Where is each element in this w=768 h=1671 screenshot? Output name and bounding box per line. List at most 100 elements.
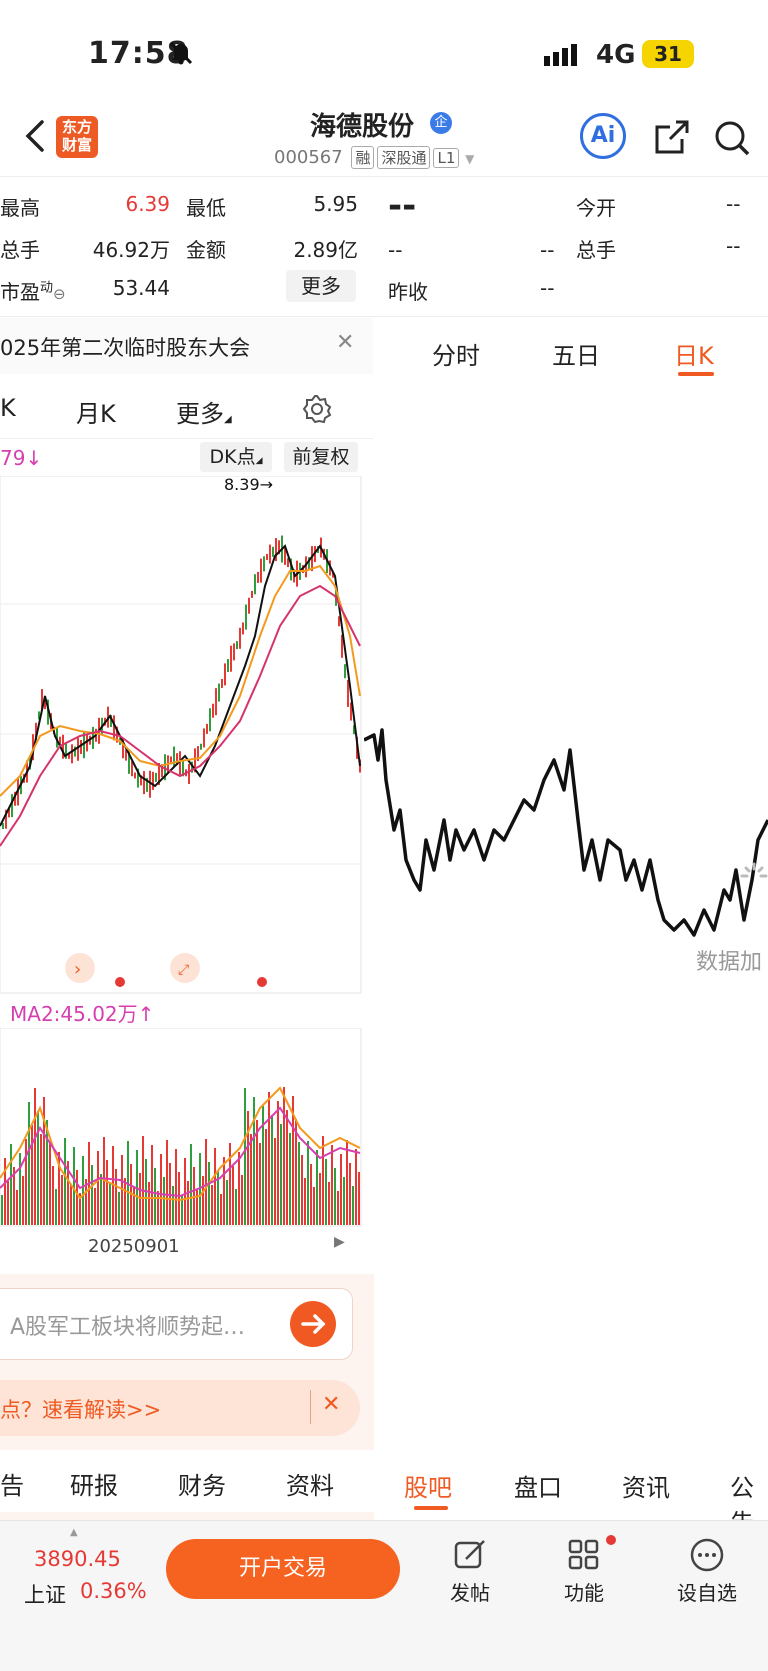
loading-spinner-icon: [740, 862, 768, 890]
adjust-button[interactable]: 前复权: [284, 442, 358, 472]
candle: [35, 722, 37, 740]
candle: [122, 738, 124, 759]
candle: [113, 715, 115, 741]
candle: [254, 574, 256, 595]
volume-bar: [43, 1097, 45, 1225]
edit-icon: [454, 1540, 485, 1569]
post-button[interactable]: 发帖: [440, 1537, 500, 1606]
change-percent: --: [540, 238, 555, 262]
candle: [80, 740, 82, 755]
change-value: --: [388, 238, 403, 262]
share-icon[interactable]: [652, 117, 692, 161]
volume-bar: [91, 1165, 93, 1225]
volume-chart[interactable]: [0, 1027, 362, 1228]
volume-bar: [319, 1173, 321, 1225]
dk-point-button[interactable]: DK点◢: [200, 442, 272, 472]
tab-announcement-left[interactable]: 告: [0, 1472, 24, 1500]
candle: [284, 546, 286, 565]
functions-button[interactable]: 功能: [554, 1537, 614, 1606]
candle: [197, 746, 199, 762]
close-icon[interactable]: ✕: [336, 330, 355, 355]
volume-bar: [7, 1181, 9, 1225]
tab-research[interactable]: 研报: [70, 1472, 118, 1500]
candle: [83, 731, 85, 759]
candle: [149, 770, 151, 798]
volume-bar: [166, 1140, 168, 1225]
search-go-button[interactable]: [290, 1301, 336, 1347]
kline-chart[interactable]: 8.39→ › ⤢: [0, 475, 362, 994]
volume-bar: [76, 1170, 78, 1225]
candle: [353, 725, 355, 735]
volume-bar: [82, 1156, 84, 1225]
tab-daily-k[interactable]: 日K: [674, 342, 714, 370]
candle: [224, 663, 226, 686]
tab-order-book[interactable]: 盘口: [514, 1474, 562, 1502]
candle: [203, 728, 205, 748]
tab-forum[interactable]: 股吧: [404, 1474, 452, 1502]
more-button[interactable]: 更多: [286, 270, 356, 302]
volume-bar: [214, 1148, 216, 1225]
candle: [257, 571, 259, 583]
volume-bar: [154, 1168, 156, 1225]
tab-finance[interactable]: 财务: [178, 1472, 226, 1500]
tab-intraday[interactable]: 分时: [432, 342, 480, 370]
promo-banner[interactable]: 点？速看解读>> ✕: [0, 1380, 360, 1436]
volume-bar: [31, 1125, 33, 1225]
volume-bar: [253, 1097, 255, 1225]
tab-more[interactable]: 更多◢: [176, 400, 232, 428]
candle: [269, 544, 271, 564]
candle: [2, 823, 4, 829]
candle: [47, 699, 49, 725]
search-icon[interactable]: [712, 118, 752, 162]
volume-bar: [295, 1119, 297, 1225]
search-box[interactable]: A股军工板块将顺势起…: [0, 1288, 353, 1360]
scroll-right-icon[interactable]: ▶: [334, 1234, 345, 1250]
notification-dot: [606, 1535, 616, 1545]
volume-bar: [196, 1190, 198, 1225]
volume-bar: [307, 1141, 309, 1225]
ai-button[interactable]: Ai: [580, 113, 626, 159]
search-placeholder: A股军工板块将顺势起…: [10, 1315, 246, 1340]
open-account-button[interactable]: 开户交易: [166, 1539, 400, 1599]
candle: [182, 760, 184, 777]
volume-bar: [190, 1144, 192, 1225]
volume-value-right: --: [726, 234, 741, 258]
volume-bar: [1, 1195, 3, 1225]
volume-bar: [19, 1153, 21, 1225]
close-banner-icon[interactable]: ✕: [322, 1392, 341, 1417]
settings-icon[interactable]: [302, 394, 332, 428]
tab-five-day[interactable]: 五日: [552, 342, 600, 370]
price-placeholder: --: [388, 186, 417, 226]
pe-sup: 动: [40, 280, 54, 296]
back-icon[interactable]: [20, 116, 50, 160]
volume-bar: [337, 1191, 339, 1225]
candle: [221, 678, 223, 688]
candle: [194, 748, 196, 773]
candle: [44, 697, 46, 710]
notice-bar[interactable]: 025年第二次临时股东大会 ✕: [0, 318, 373, 374]
tab-monthly[interactable]: 月K: [76, 400, 116, 428]
volume-bar: [49, 1143, 51, 1225]
volume-bar: [58, 1152, 60, 1225]
candle: [230, 645, 232, 672]
caret-down-icon[interactable]: ▼: [465, 152, 475, 166]
tab-weekly[interactable]: K: [0, 394, 16, 422]
candle: [332, 571, 334, 578]
candle: [173, 746, 175, 768]
candle: [251, 590, 253, 598]
tab-news[interactable]: 资讯: [622, 1474, 670, 1502]
tab-profile[interactable]: 资料: [286, 1472, 334, 1500]
index-name[interactable]: 上证: [24, 1583, 66, 1607]
right-bottom-tabs: 股吧 盘口 资讯 公告: [374, 1456, 768, 1537]
tag-level: L1: [433, 148, 460, 168]
signal-icon: [544, 42, 584, 70]
candle: [65, 743, 67, 759]
divider: [0, 438, 373, 439]
index-value[interactable]: 3890.45: [34, 1547, 121, 1571]
more-dots-icon: [690, 1538, 724, 1572]
index-change[interactable]: 0.36%: [80, 1579, 147, 1603]
add-watchlist-button[interactable]: 设自选: [674, 1537, 740, 1606]
volume-bar: [316, 1150, 318, 1225]
tag-margin: 融: [351, 146, 375, 169]
volume-bar: [217, 1171, 219, 1225]
